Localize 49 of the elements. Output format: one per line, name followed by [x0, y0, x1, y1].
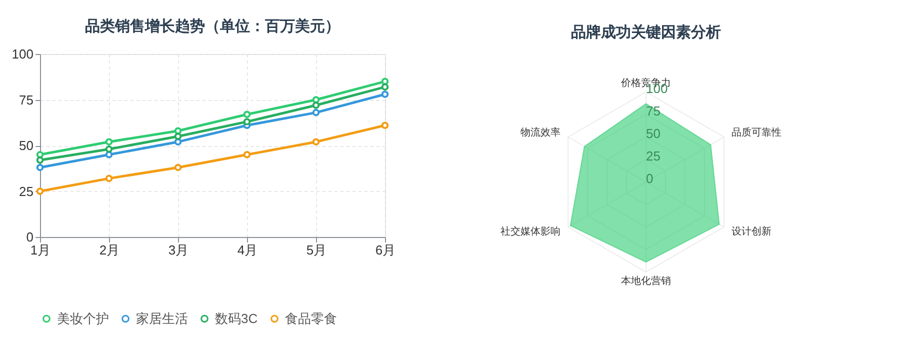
point — [174, 138, 182, 146]
legend-label: 家居生活 — [136, 310, 188, 326]
y-tick-label: 50 — [19, 138, 34, 153]
point — [243, 110, 251, 118]
y-tick-label: 100 — [12, 46, 34, 62]
point — [105, 146, 113, 153]
y-tick-label: 50 — [646, 126, 660, 141]
point — [381, 90, 389, 98]
legend-label: 美妆个护 — [57, 310, 109, 326]
point — [174, 127, 182, 134]
point — [36, 188, 44, 195]
point — [105, 174, 113, 182]
point — [243, 118, 251, 126]
point — [312, 138, 320, 146]
x-tick-label: 4月 — [237, 242, 258, 258]
point — [36, 156, 44, 164]
x-tick-label: 5月 — [306, 242, 327, 258]
point — [36, 164, 44, 172]
y-tick-label: 0 — [646, 171, 654, 186]
spoke-label: 物流效率 — [520, 126, 560, 138]
point — [243, 151, 251, 158]
point — [381, 83, 389, 91]
point — [174, 164, 182, 172]
point — [174, 132, 182, 140]
y-tick-label: 75 — [646, 104, 660, 118]
y-tick-label: 25 — [19, 184, 34, 199]
y-tick-label: 0 — [26, 230, 34, 244]
spoke-label: 品质可靠性 — [732, 126, 782, 138]
point — [381, 78, 389, 86]
point — [36, 151, 44, 158]
y-tick-label: 75 — [19, 92, 34, 108]
legend-label: 数码3C — [215, 310, 258, 326]
x-tick-label: 1月 — [30, 242, 51, 258]
x-tick-label: 2月 — [99, 242, 120, 258]
spoke-label: 社交媒体影响 — [500, 226, 560, 238]
y-tick-label: 25 — [646, 148, 660, 164]
spoke-label: 设计创新 — [732, 226, 772, 238]
chart-title: 品牌成功关键因素分析 — [571, 24, 721, 41]
x-tick-label: 3月 — [168, 242, 189, 258]
point — [105, 138, 113, 146]
point — [312, 108, 320, 116]
spoke-label: 本地化营销 — [621, 275, 671, 287]
chart-title: 品类销售增长趋势（单位：百万美元） — [85, 17, 340, 35]
point — [312, 96, 320, 104]
point — [105, 151, 113, 158]
x-tick-label: 6月 — [375, 242, 396, 258]
point — [381, 122, 389, 130]
legend-label: 食品零食 — [285, 310, 337, 326]
point — [312, 102, 320, 109]
